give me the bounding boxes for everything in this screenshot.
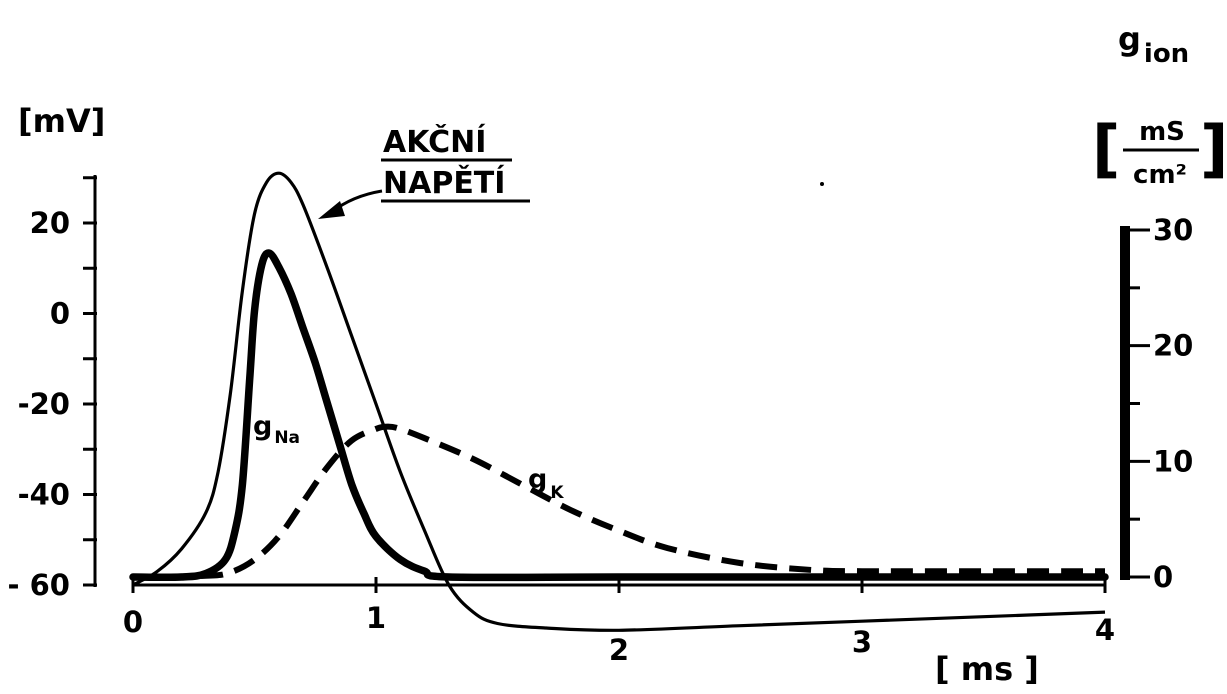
y-left-unit-label: [mV] [18,102,105,140]
gk-label-sub: K [550,483,564,503]
x-tick-label: 0 [123,605,143,639]
y-right-tick-label: 0 [1153,560,1173,594]
action-potential-annotation: AKČNÍ NAPĚTÍ [318,123,530,219]
x-axis-unit-label: [ ms ] [935,650,1039,688]
series-action-potential-line [132,171,1106,632]
gk-label-main: g [528,464,547,495]
annotation-line-1: AKČNÍ [383,123,486,160]
y-right-unit-bracket-left: [ [1092,112,1120,185]
y-right-unit-numerator: mS [1139,117,1185,147]
y-right-title-main: g [1118,20,1141,58]
y-left-ticks: 20 0 -20 -40 - 60 [8,176,97,602]
y-left-tick-label: 0 [50,297,70,331]
x-tick-label: 1 [366,601,386,635]
y-right-tick-label: 10 [1153,444,1193,478]
y-left-tick-label: -40 [18,478,70,512]
y-left-tick-label: 20 [30,206,70,240]
gna-label: g Na [253,411,300,448]
y-right-tick-label: 30 [1153,213,1193,247]
y-left-tick-label: -20 [18,387,70,421]
stray-dot [820,182,824,186]
y-left-tick-label: - 60 [8,568,71,602]
gna-label-main: g [253,411,272,442]
annotation-arrowhead [318,201,345,219]
x-tick-label: 2 [609,633,629,667]
series-gna-line [129,249,1109,582]
y-right-title: g ion [1118,20,1189,69]
x-tick-label: 3 [852,625,872,659]
y-right-tick-label: 20 [1153,329,1193,363]
y-right-ticks: 30 20 10 0 [1125,213,1193,594]
y-right-unit-denominator: cm² [1133,160,1187,190]
series-gk-line [132,423,1105,580]
y-right-title-sub: ion [1144,39,1189,69]
y-right-unit-bracket-right: ] [1200,112,1227,185]
gna-label-sub: Na [274,428,300,448]
x-tick-label: 4 [1095,613,1115,647]
annotation-line-2: NAPĚTÍ [383,165,505,201]
y-right-unit: [ mS cm² ] [1092,112,1227,190]
